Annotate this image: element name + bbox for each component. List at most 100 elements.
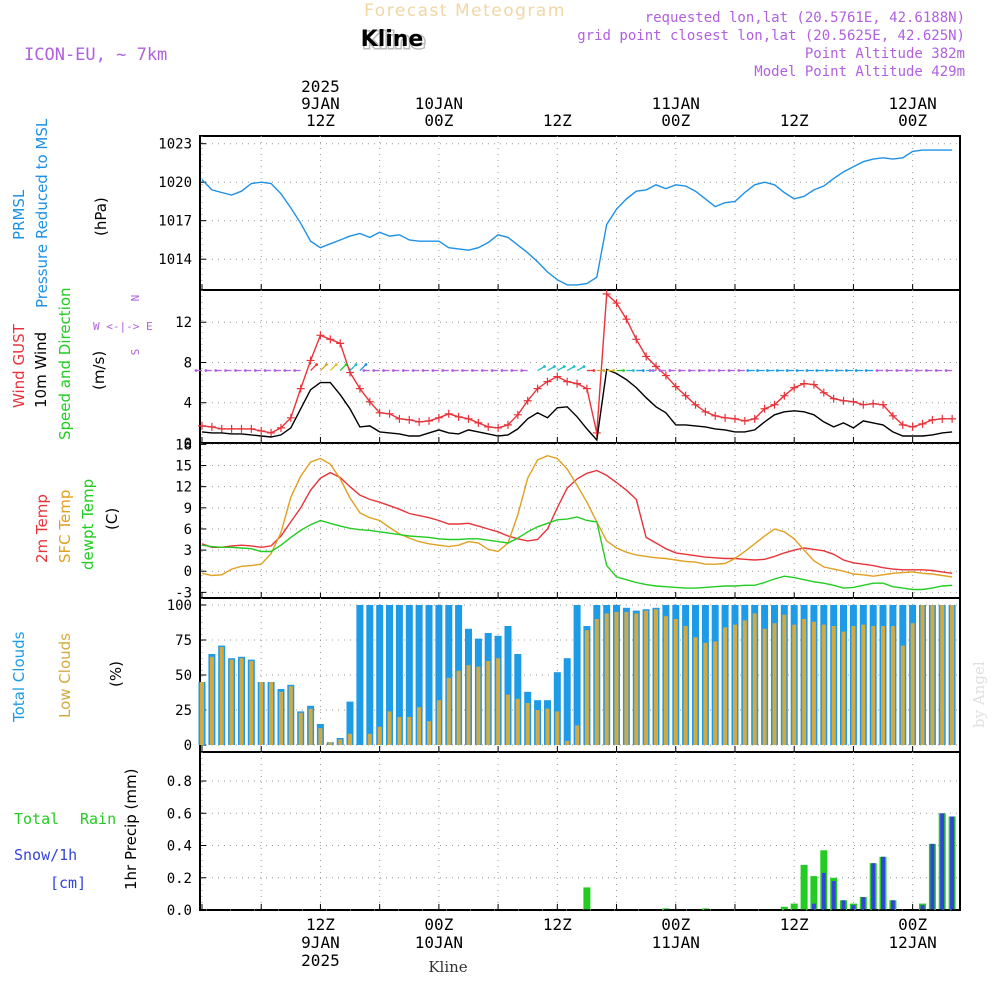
y-tick-label: 0.6 (167, 806, 192, 822)
label-speed-direction: Speed and Direction (56, 287, 74, 440)
bar (417, 707, 422, 745)
gust-marker (375, 408, 384, 417)
bar (693, 637, 698, 745)
bar (910, 623, 915, 745)
wind-arrow-head (372, 369, 376, 372)
bar (583, 887, 591, 910)
gust-marker (721, 413, 730, 422)
label-total-clouds: Total Clouds (10, 631, 28, 723)
wind-arrow-head (392, 369, 395, 372)
gust-marker (217, 424, 226, 433)
wind-arrow-head (785, 369, 789, 372)
point-altitude: Point Altitude 382m (805, 46, 965, 62)
gust-marker (355, 384, 364, 393)
gust-marker (405, 415, 414, 424)
gust-marker (908, 422, 917, 431)
gust-marker (474, 418, 483, 427)
gust-marker (533, 384, 542, 393)
bar (239, 658, 244, 745)
bar (318, 728, 323, 745)
wind-arrow-head (648, 369, 652, 372)
wind-arrow-head (562, 365, 566, 368)
wind-arrow-head (334, 363, 338, 366)
y-tick-label: 100 (167, 598, 192, 614)
location-title-fg: Kline (361, 27, 424, 52)
wind-arrow-head (766, 369, 769, 372)
model-label: ICON-EU, ~ 7km (24, 45, 167, 65)
gust-marker (800, 379, 809, 388)
wind-arrow-head (582, 365, 586, 368)
gust-marker (553, 372, 562, 381)
bar (553, 672, 561, 745)
bar (800, 864, 808, 910)
gust-marker (336, 339, 345, 348)
bar (446, 677, 451, 745)
y-tick-label: 4 (184, 396, 192, 412)
gust-marker (296, 384, 305, 393)
wind-arrow-head (944, 369, 948, 372)
gust-marker (730, 414, 739, 423)
gust-marker (859, 400, 868, 409)
top-time-label: 00Z (424, 111, 453, 130)
top-time-label: 12Z (306, 111, 335, 130)
y-tick-label: 0 (184, 738, 192, 754)
bar (219, 647, 224, 745)
bar (346, 701, 354, 745)
wind-arrow-head (727, 369, 731, 372)
bottom-time-label: 9JAN (301, 933, 340, 952)
wind-arrow-head (825, 369, 829, 372)
bar (563, 658, 571, 745)
wind-arrow-head (717, 369, 721, 372)
wind-arrow-head (263, 369, 267, 372)
bar (387, 711, 392, 745)
bar (810, 876, 818, 910)
wind-arrow-head (795, 369, 799, 372)
gust-marker (602, 290, 611, 299)
bar (890, 626, 895, 745)
label-ms: (m/s) (90, 351, 108, 390)
wind-arrow-head (668, 369, 672, 372)
model-altitude: Model Point Altitude 429m (754, 64, 965, 80)
bar (742, 620, 747, 745)
top-time-label: 12JAN (889, 94, 937, 113)
gust-marker (938, 414, 947, 423)
gust-marker (869, 399, 878, 408)
bar (662, 908, 670, 910)
bottom-time-label: 10JAN (415, 933, 463, 952)
gust-marker (740, 416, 749, 425)
gust-marker (326, 335, 335, 344)
bar (525, 703, 530, 745)
wind-arrow-head (592, 369, 596, 372)
y-tick-label: 1017 (158, 214, 192, 230)
gust-marker (780, 391, 789, 400)
top-time-label: 9JAN (301, 94, 340, 113)
bar (308, 708, 313, 745)
bar (535, 710, 540, 745)
bar (851, 905, 856, 910)
panel-2: -3 0 3 6 9 12 15 18 (175, 437, 961, 601)
bar (573, 605, 581, 745)
gust-marker (681, 391, 690, 400)
wind-arrow-head (895, 369, 899, 372)
bottom-time-label: 12Z (780, 915, 809, 934)
bar (624, 612, 629, 745)
bar (565, 740, 570, 745)
wind-arrow-head (737, 369, 741, 372)
series-line (201, 469, 953, 574)
label-10m-wind: 10m Wind (32, 332, 50, 408)
wind-arrow-head (480, 369, 484, 372)
bar (348, 733, 352, 745)
wind-arrow-head (354, 363, 358, 366)
wind-arrow-head (500, 369, 504, 372)
label-prmsl-desc: Pressure Reduced to MSL (33, 118, 51, 308)
gust-marker (819, 388, 828, 397)
wind-arrow-head (243, 369, 247, 372)
bar (436, 700, 441, 745)
wind-arrow-head (543, 365, 546, 368)
wind-arrow-head (746, 369, 750, 372)
gust-marker (622, 315, 631, 324)
gust-marker (286, 413, 295, 422)
gust-marker (948, 414, 957, 423)
bar (762, 628, 767, 745)
